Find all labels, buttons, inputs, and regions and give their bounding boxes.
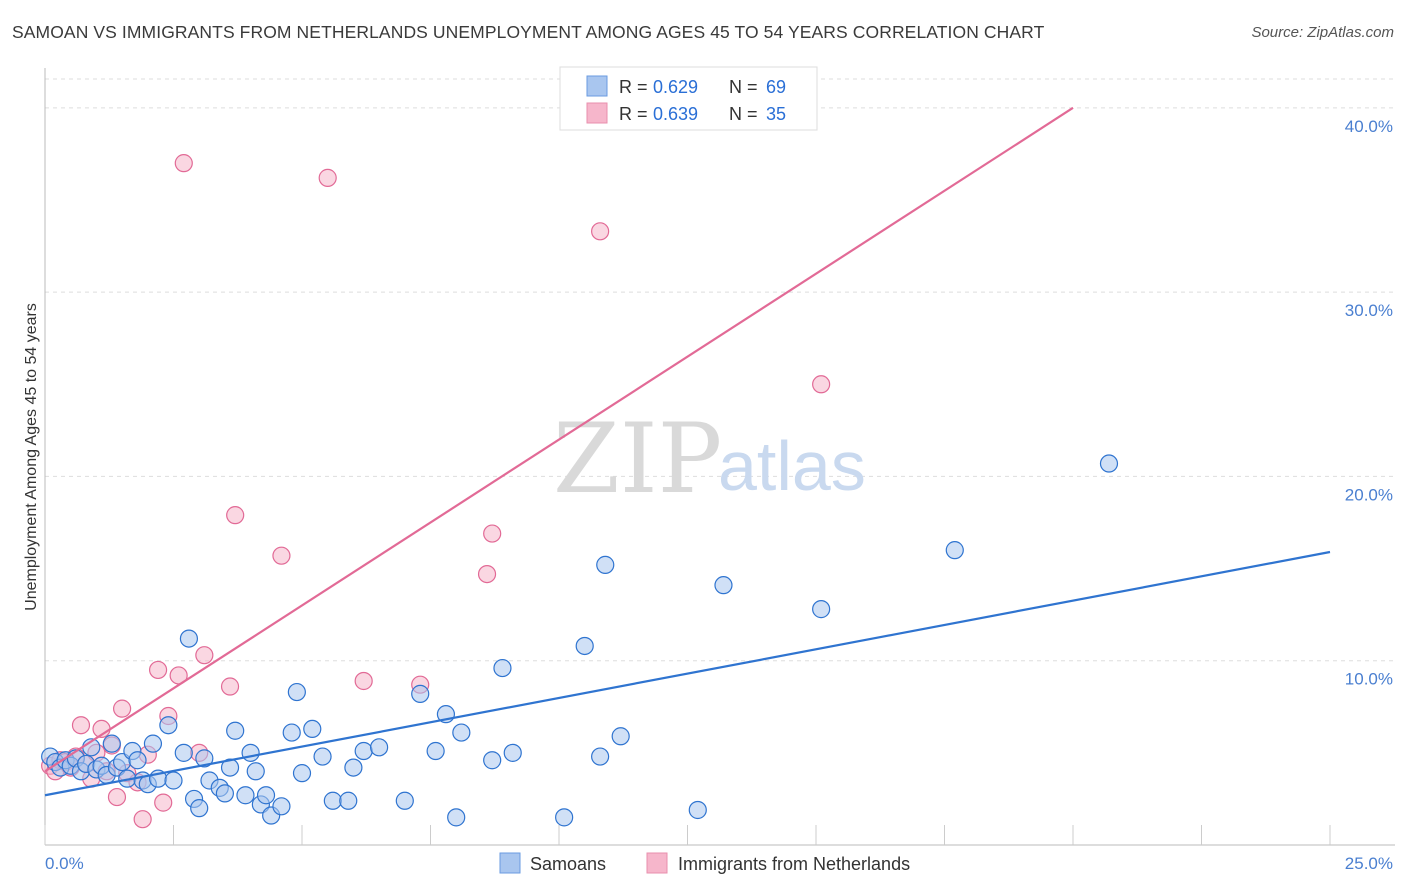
legend-bottom-netherlands-label: Immigrants from Netherlands — [678, 854, 910, 874]
netherlands-point-27 — [226, 506, 245, 525]
samoans-point-31 — [215, 784, 234, 803]
samoans-point-58 — [493, 658, 512, 678]
samoans-point-17 — [128, 751, 147, 770]
samoans-point-48 — [344, 758, 363, 777]
samoans-point-53 — [426, 741, 445, 761]
y-tick-label-2: 30.0% — [1345, 301, 1393, 320]
legend-netherlands-r-value: 0.639 — [653, 104, 698, 124]
netherlands-point-34 — [591, 222, 610, 241]
netherlands-point-25 — [195, 646, 214, 665]
samoans-point-24 — [174, 743, 193, 762]
netherlands-point-28 — [272, 546, 291, 565]
netherlands-point-14 — [112, 699, 132, 718]
samoans-point-62 — [591, 747, 610, 766]
legend-bottom-samoans-swatch — [499, 852, 521, 874]
samoans-point-35 — [241, 743, 260, 762]
samoans-point-61 — [575, 636, 594, 656]
samoans-point-51 — [395, 791, 414, 810]
samoans-point-20 — [143, 734, 163, 753]
samoans-point-64 — [611, 727, 630, 746]
y-tick-label-1: 20.0% — [1345, 485, 1393, 504]
y-tick-labels: 10.0% 20.0% 30.0% 40.0% — [1345, 117, 1393, 689]
x-tick-label-1: 25.0% — [1345, 854, 1393, 873]
legend-samoans-r-label: R = — [619, 77, 648, 97]
y-axis-label: Unemployment Among Ages 45 to 54 years — [23, 303, 40, 611]
samoans-point-34 — [236, 786, 255, 805]
legend-samoans-n-value: 69 — [766, 77, 786, 97]
samoans-point-12 — [102, 734, 121, 753]
x-tick-label-0: 0.0% — [45, 854, 84, 873]
samoans-point-55 — [447, 808, 466, 827]
samoans-point-41 — [282, 723, 301, 742]
samoans-point-43 — [292, 764, 312, 783]
y-tick-label-0: 10.0% — [1345, 670, 1393, 689]
samoans-point-49 — [354, 741, 373, 761]
legend-bottom: Samoans Immigrants from Netherlands — [499, 852, 910, 874]
legend-bottom-netherlands-swatch — [646, 852, 668, 874]
samoans-point-44 — [303, 719, 322, 739]
samoans-trend-line — [44, 550, 1331, 797]
samoans-point-25 — [179, 629, 199, 648]
netherlands-point-29 — [318, 168, 337, 187]
legend-netherlands-n-value: 35 — [766, 104, 786, 124]
legend-bottom-samoans-label: Samoans — [530, 854, 606, 874]
source-credit: Source: ZipAtlas.com — [1251, 24, 1394, 41]
legend-samoans-n-label: N = — [729, 77, 758, 97]
netherlands-point-32 — [477, 564, 497, 584]
netherlands-point-23 — [174, 154, 193, 173]
samoans-point-67 — [812, 600, 831, 619]
samoans-point-52 — [411, 684, 430, 703]
samoans-point-23 — [164, 771, 183, 790]
samoans-point-60 — [555, 808, 574, 827]
samoans-point-45 — [313, 747, 332, 766]
legend-netherlands-swatch — [586, 102, 608, 124]
grid-lines — [45, 78, 1395, 662]
netherlands-point-35 — [812, 375, 831, 394]
samoans-point-38 — [256, 786, 276, 805]
samoans-point-69 — [1099, 454, 1119, 473]
samoans-point-40 — [272, 797, 291, 816]
samoans-point-66 — [714, 576, 733, 595]
samoans-point-42 — [287, 682, 306, 702]
samoans-point-36 — [246, 762, 265, 781]
netherlands-point-19 — [148, 660, 168, 680]
samoans-point-63 — [596, 555, 615, 574]
trend-lines — [44, 106, 1331, 797]
x-tick-labels: 0.0% 25.0% — [45, 854, 1393, 873]
samoans-point-68 — [945, 541, 964, 560]
samoans-point-46 — [323, 791, 342, 810]
netherlands-point-13 — [107, 787, 127, 807]
y-tick-label-3: 40.0% — [1345, 117, 1393, 136]
samoans-point-28 — [195, 749, 214, 768]
watermark-atlas: atlas — [718, 427, 866, 505]
chart-title: SAMOAN VS IMMIGRANTS FROM NETHERLANDS UN… — [12, 22, 1045, 42]
samoans-point-57 — [483, 751, 502, 770]
samoans-point-33 — [226, 721, 245, 740]
netherlands-point-26 — [220, 677, 240, 696]
watermark: ZIP atlas — [553, 403, 866, 515]
netherlands-point-30 — [354, 671, 373, 691]
netherlands-point-6 — [71, 716, 91, 735]
axes — [44, 68, 1395, 846]
legend-top: R = 0.629 N = 69 R = 0.639 N = 35 — [559, 66, 818, 131]
legend-netherlands-r-label: R = — [619, 104, 648, 124]
samoans-point-65 — [688, 800, 707, 820]
samoans-point-47 — [339, 791, 358, 810]
samoans-point-59 — [503, 743, 522, 762]
legend-netherlands-n-label: N = — [729, 104, 758, 124]
samoans-point-56 — [452, 723, 471, 742]
samoans-point-50 — [370, 738, 389, 757]
legend-samoans-swatch — [586, 75, 608, 97]
watermark-zip: ZIP — [553, 403, 722, 515]
legend-samoans-r-value: 0.629 — [653, 77, 698, 97]
netherlands-point-17 — [133, 810, 152, 829]
series-samoans-points — [41, 454, 1119, 827]
netherlands-trend-line — [44, 106, 1074, 773]
netherlands-point-20 — [154, 793, 173, 812]
samoans-point-22 — [159, 716, 178, 735]
samoans-point-27 — [190, 799, 209, 818]
netherlands-point-33 — [483, 524, 502, 543]
